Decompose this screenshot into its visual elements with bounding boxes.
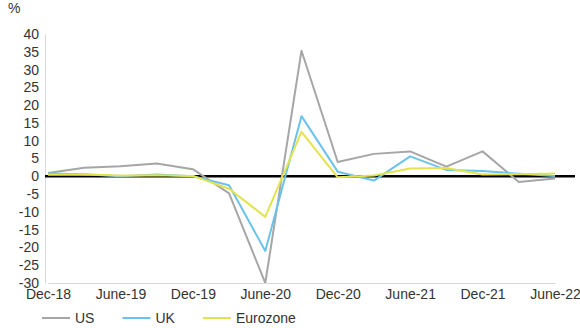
legend-swatch	[42, 317, 70, 319]
y-tick: 30	[23, 62, 45, 78]
legend-item: UK	[122, 310, 175, 326]
legend-label: Eurozone	[236, 310, 296, 326]
y-tick: 40	[23, 26, 45, 42]
x-tick: Dec-20	[316, 283, 361, 302]
legend-label: US	[75, 310, 94, 326]
x-tick-label: Dec-18	[26, 286, 71, 302]
y-tick-label: 10	[23, 133, 39, 149]
y-tick: -5	[27, 186, 45, 202]
x-tick-label: Dec-19	[171, 286, 216, 302]
legend: US UK Eurozone	[42, 310, 296, 326]
legend-item: Eurozone	[203, 310, 296, 326]
x-tick: June-20	[240, 283, 291, 302]
y-tick-label: 35	[23, 44, 39, 60]
x-axis: Dec-18 June-19 Dec-19 June-20 Dec-20 June-21 D…	[26, 283, 580, 302]
y-tick: 25	[23, 79, 45, 95]
x-tick: June-19	[96, 283, 147, 302]
y-tick: -15	[19, 222, 45, 238]
x-tick: Dec-19	[171, 283, 216, 302]
x-tick-label: June-22	[530, 286, 580, 302]
x-tick: June-22	[530, 283, 580, 302]
y-tick: 0	[31, 168, 45, 184]
y-tick: -20	[19, 239, 45, 255]
x-axis-line	[49, 283, 556, 284]
series-line	[48, 116, 555, 251]
legend-label: UK	[155, 310, 175, 326]
y-axis: -30-25-20-15-10-50510152025303540	[19, 26, 46, 291]
series-line	[48, 51, 555, 283]
x-tick-label: Dec-20	[316, 286, 361, 302]
y-tick: 15	[23, 115, 45, 131]
legend-item: US	[42, 310, 94, 326]
x-tick: Dec-21	[461, 283, 506, 302]
y-tick-label: -5	[27, 186, 40, 202]
x-tick: June-21	[385, 283, 436, 302]
legend-swatch	[203, 317, 231, 319]
y-tick-label: -20	[19, 239, 39, 255]
y-tick: 5	[31, 150, 45, 166]
y-tick: 20	[23, 97, 45, 113]
y-axis-title: %	[8, 0, 20, 16]
y-tick-label: -10	[19, 204, 39, 220]
x-tick-label: June-20	[240, 286, 291, 302]
y-tick: -10	[19, 204, 45, 220]
y-tick-label: 30	[23, 62, 39, 78]
y-tick-label: 20	[23, 97, 39, 113]
y-tick-label: 0	[31, 168, 39, 184]
x-tick: Dec-18	[26, 283, 71, 302]
y-axis-line	[45, 35, 46, 284]
x-tick-label: June-21	[385, 286, 436, 302]
y-tick-label: -25	[19, 257, 39, 273]
y-tick-label: 25	[23, 79, 39, 95]
x-tick-label: June-19	[96, 286, 147, 302]
legend-swatch	[122, 317, 150, 319]
y-tick-label: -15	[19, 222, 39, 238]
x-tick-label: Dec-21	[461, 286, 506, 302]
y-tick-label: 15	[23, 115, 39, 131]
y-tick: 10	[23, 133, 45, 149]
y-tick-label: 5	[31, 150, 39, 166]
y-tick: -25	[19, 257, 45, 273]
chart: -30-25-20-15-10-50510152025303540Dec-18J…	[0, 0, 580, 328]
series-line	[48, 132, 555, 217]
y-tick-label: 40	[23, 26, 39, 42]
lines	[48, 51, 555, 283]
y-tick: 35	[23, 44, 45, 60]
